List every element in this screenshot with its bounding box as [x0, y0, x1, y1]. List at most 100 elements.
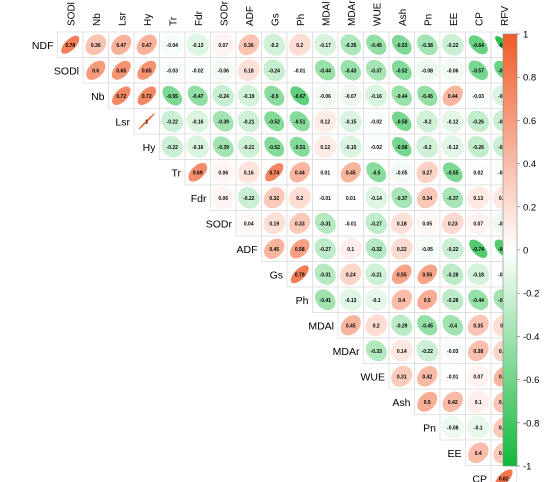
correlation-ellipse [364, 288, 388, 312]
correlation-ellipse [237, 84, 260, 107]
correlation-value: 0.35 [473, 323, 483, 329]
row-label: CP [472, 473, 487, 482]
correlation-value: -0.01 [447, 374, 459, 380]
correlation-ellipse [415, 58, 439, 82]
correlation-ellipse [212, 84, 235, 107]
row-label: SODr [206, 218, 233, 230]
correlation-ellipse [339, 186, 363, 210]
correlation-ellipse [442, 162, 463, 183]
correlation-value: -0.74 [473, 247, 485, 253]
correlation-ellipse [313, 186, 337, 210]
correlation-value: -0.57 [473, 68, 485, 74]
row-label: SODl [54, 65, 79, 77]
correlation-value: 0.06 [218, 170, 228, 176]
correlation-ellipse [211, 186, 235, 210]
correlation-ellipse [442, 391, 464, 413]
correlation-ellipse [442, 85, 463, 106]
correlation-value: 0.45 [346, 170, 356, 176]
correlation-value: -0.52 [269, 119, 281, 125]
correlation-value: 0.07 [473, 374, 483, 380]
correlation-ellipse [441, 237, 464, 260]
correlation-value: 0.01 [346, 196, 356, 202]
correlation-ellipse [467, 442, 489, 464]
correlation-value: 0.07 [218, 43, 228, 49]
correlation-value: 0.12 [320, 119, 330, 125]
correlation-ellipse [467, 263, 490, 286]
correlation-ellipse [365, 314, 388, 337]
correlation-value: -0.41 [320, 298, 332, 304]
correlation-ellipse [466, 84, 490, 108]
correlation-ellipse [442, 289, 464, 311]
correlation-ellipse [160, 33, 184, 57]
correlation-value: -0.06 [320, 94, 332, 100]
correlation-ellipse [138, 113, 155, 130]
correlation-ellipse [391, 85, 412, 106]
correlation-ellipse [365, 238, 387, 260]
correlation-ellipse [416, 161, 438, 183]
correlation-ellipse [416, 187, 438, 209]
correlation-ellipse [263, 59, 286, 82]
correlation-ellipse [390, 339, 413, 362]
correlation-value: -0.08 [422, 68, 434, 74]
correlation-value: 0.74 [269, 170, 279, 176]
row-label: EE [447, 448, 461, 460]
correlation-value: 0.82 [499, 476, 509, 482]
correlation-value: -0.16 [192, 119, 204, 125]
correlation-ellipse [391, 314, 413, 336]
correlation-value: -0.22 [447, 247, 459, 253]
correlation-ellipse [339, 84, 363, 108]
correlation-value: -0.52 [269, 145, 281, 151]
correlation-ellipse [160, 58, 184, 82]
correlation-value: 0.45 [269, 247, 279, 253]
correlation-value: -0.58 [396, 119, 408, 125]
correlation-value: 0.19 [269, 221, 279, 227]
correlation-ellipse [365, 84, 388, 107]
correlation-value: -0.05 [396, 170, 408, 176]
correlation-value: -0.06 [447, 68, 459, 74]
correlation-ellipse [289, 136, 310, 157]
correlation-ellipse [390, 160, 414, 184]
correlation-value: -0.4 [448, 323, 457, 329]
correlation-value: -0.05 [422, 247, 434, 253]
correlation-value: -0.03 [167, 68, 179, 74]
correlation-ellipse [314, 33, 337, 56]
column-label: Ash [398, 9, 409, 26]
correlation-ellipse [468, 289, 489, 310]
correlation-value: -0.13 [192, 43, 204, 49]
correlation-value: 0.42 [448, 400, 458, 406]
row-label: MDAl [308, 320, 334, 332]
correlation-ellipse [365, 212, 387, 234]
correlation-ellipse [466, 364, 490, 388]
correlation-ellipse [211, 160, 235, 184]
column-labels: SODl Nb Lsr Hy Tr Fdr SODr ADF Gs Ph MDAl MDAr WUE As… [66, 0, 511, 26]
colorbar-tick-label: 0.8 [523, 73, 536, 84]
correlation-value: -0.22 [422, 349, 434, 355]
correlation-ellipse [415, 237, 439, 261]
correlation-value: 0.78 [65, 43, 75, 49]
column-label: Tr [168, 16, 179, 26]
correlation-value: -0.32 [371, 247, 383, 253]
correlation-value: -0.1 [474, 425, 483, 431]
correlation-value: 0.32 [269, 196, 279, 202]
correlation-value: 0.05 [422, 221, 432, 227]
correlation-ellipse [314, 110, 337, 133]
colorbar-tick-label: -0.2 [523, 289, 539, 300]
correlation-value: -0.44 [396, 94, 408, 100]
correlation-ellipse [494, 469, 513, 482]
correlation-value: -0.21 [371, 272, 383, 278]
correlation-ellipse [417, 264, 438, 285]
correlation-value: -0.15 [345, 145, 357, 151]
correlation-value: -0.5 [270, 94, 279, 100]
correlation-ellipse [441, 339, 465, 363]
correlation-ellipse [314, 212, 336, 234]
correlation-ellipse [466, 390, 490, 414]
correlation-ellipse [288, 186, 311, 209]
correlation-value: -0.03 [473, 94, 485, 100]
correlation-value: 0.22 [397, 247, 407, 253]
correlation-value: -0.2 [423, 119, 432, 125]
correlation-ellipse [390, 237, 413, 260]
correlation-ellipse [441, 135, 464, 158]
column-label: Gs [270, 13, 281, 26]
correlation-value: 0.27 [422, 170, 432, 176]
correlation-ellipse [469, 239, 488, 258]
